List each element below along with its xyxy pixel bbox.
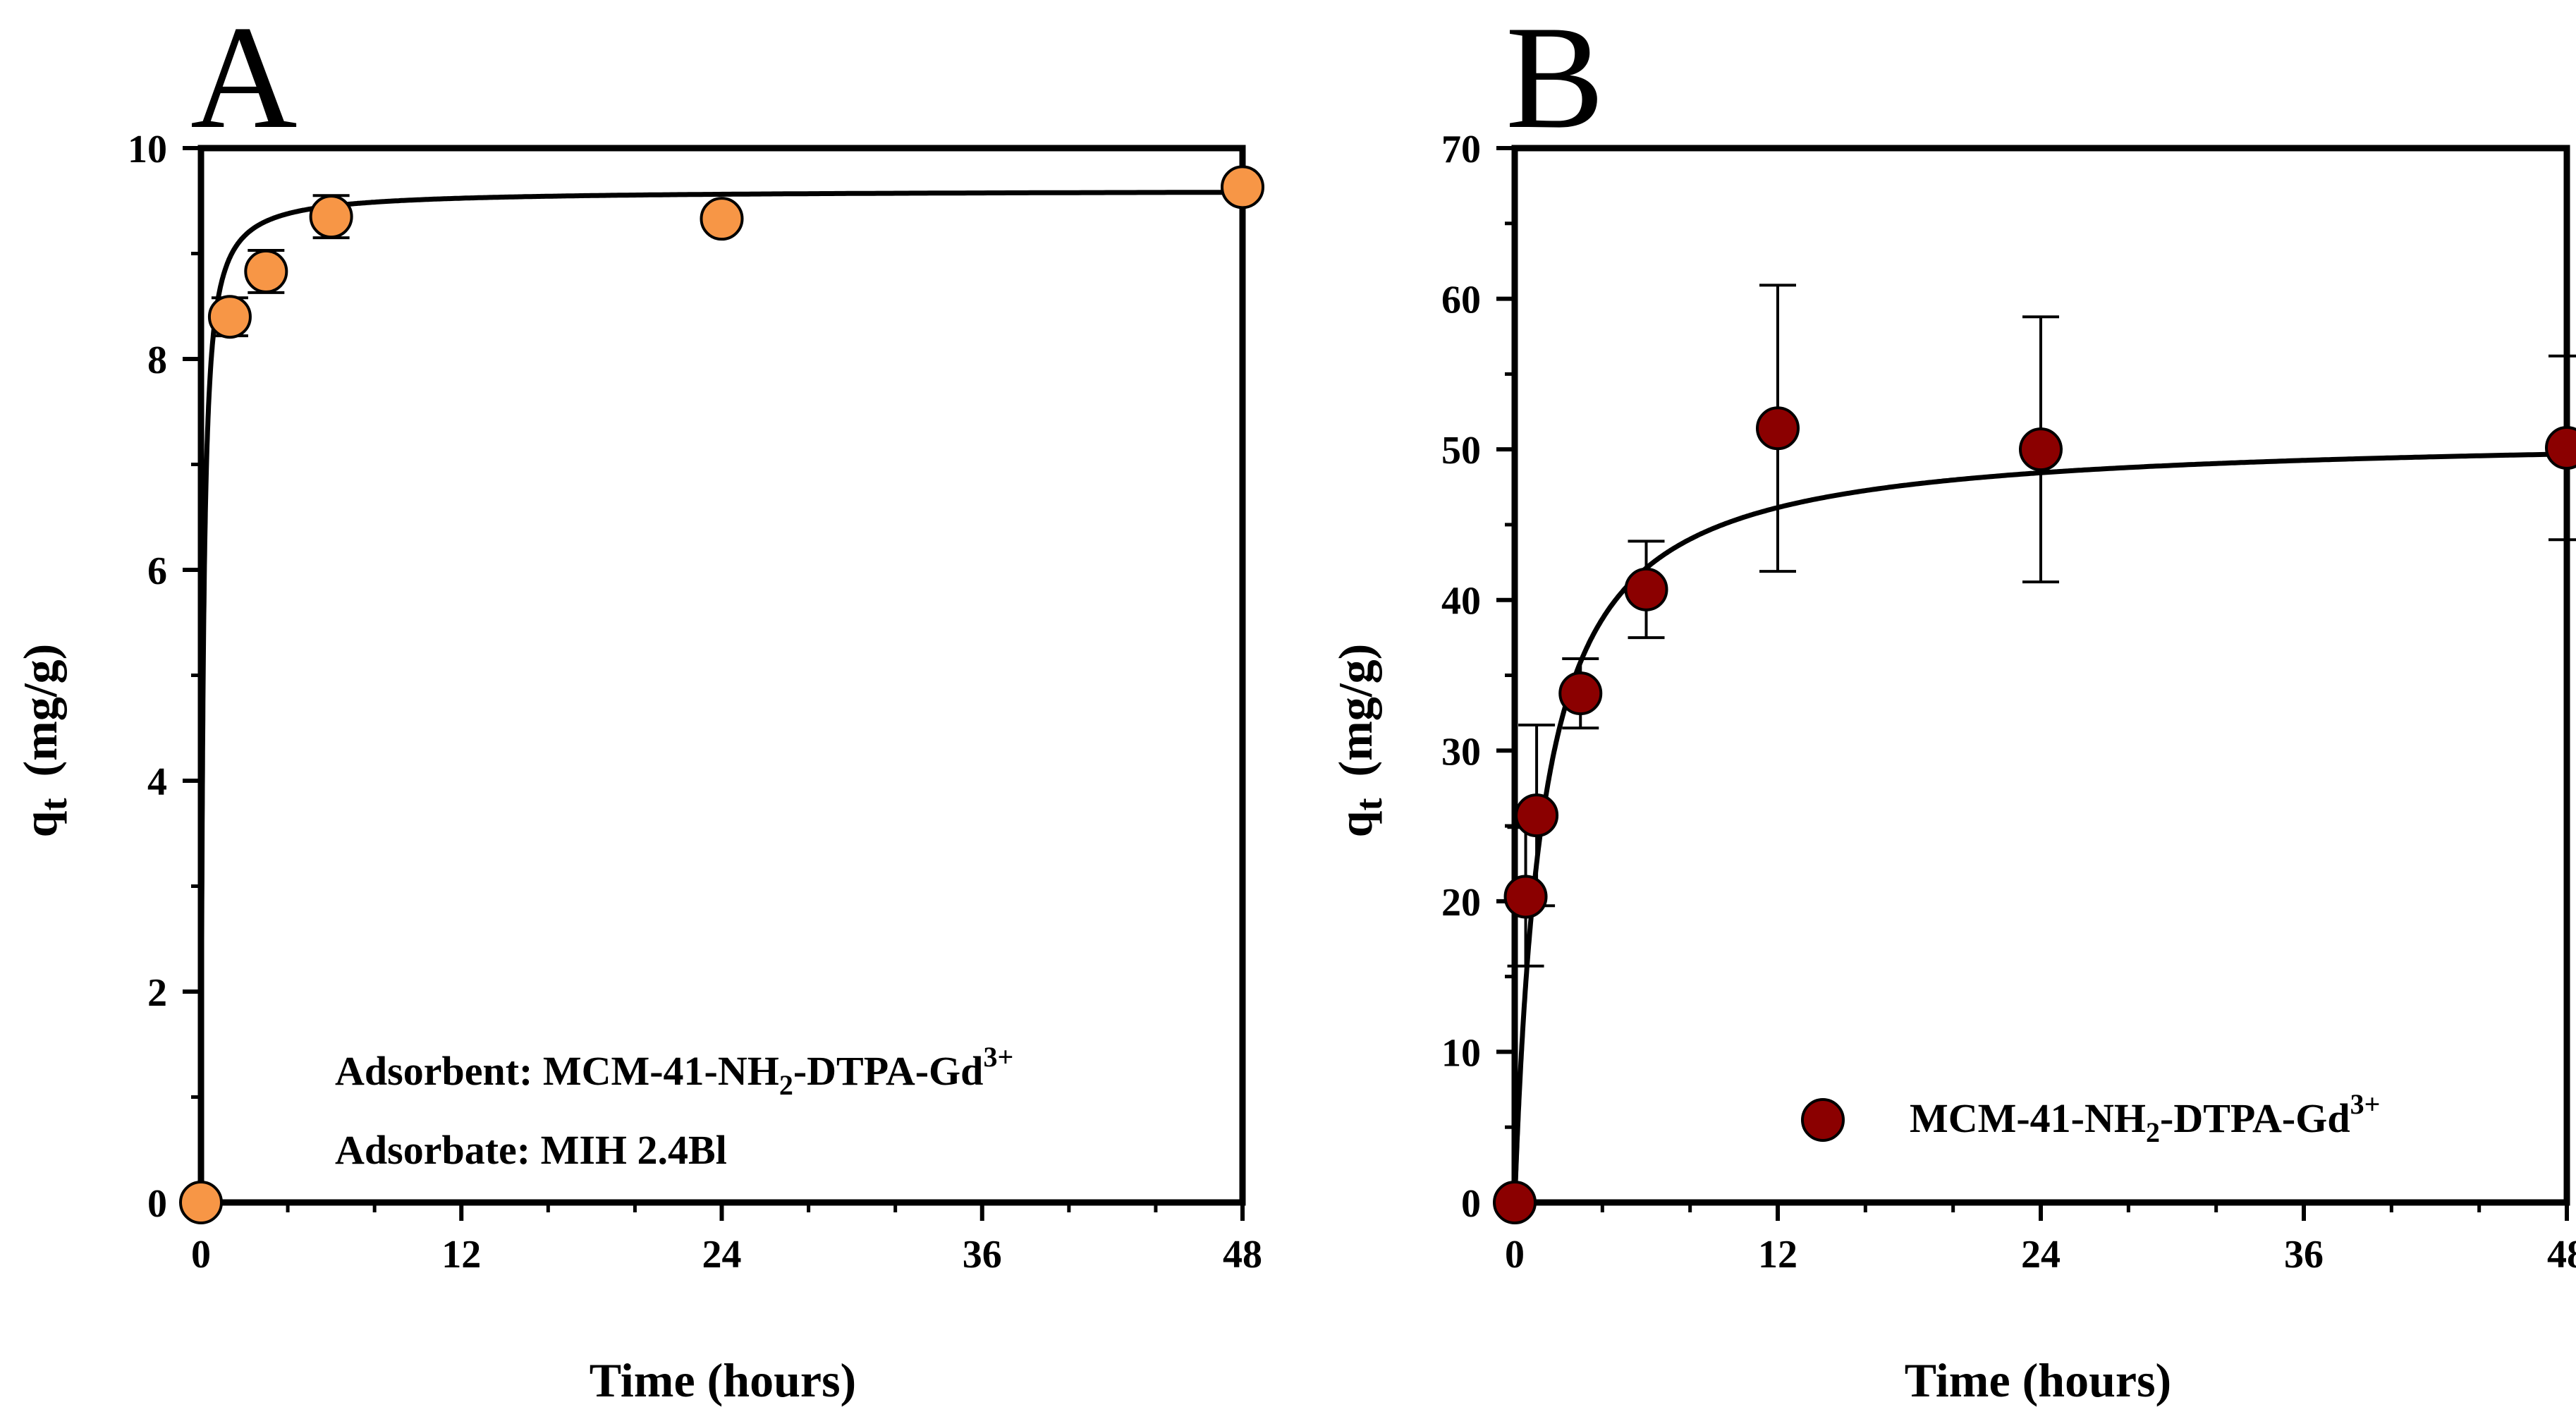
panel-b-data-point <box>2019 427 2063 472</box>
panel-b-y-tick-label: 40 <box>1441 580 1481 623</box>
panel-a-y-tick-label: 8 <box>147 339 167 382</box>
panel-b-legend-label: MCM-41-NH2-DTPA-Gd3+ <box>1910 1088 2380 1148</box>
panel-b-data-points <box>1493 406 2576 1224</box>
panel-a-ylabel-sub: t <box>32 798 75 810</box>
panel-b-y-tick-label: 50 <box>1441 429 1481 473</box>
panel-b-data-point <box>1756 406 1800 451</box>
panel-b-x-axis-title: Time (hours) <box>1905 1353 2171 1407</box>
panel-a-data-point <box>179 1181 223 1224</box>
panel-a-y-tick-label: 4 <box>147 760 167 804</box>
panel-b-y-tick-label: 20 <box>1441 881 1481 925</box>
panel-b-x-tick-label: 36 <box>2284 1233 2324 1277</box>
panel-b-letter: B <box>1506 0 1604 159</box>
panel-b-ylabel-unit: (mg/g) <box>1329 644 1382 777</box>
panel-b-x-tick-label: 24 <box>2021 1233 2061 1277</box>
panel-a-y-tick-label: 6 <box>147 549 167 593</box>
panel-b-y-tick-label: 30 <box>1441 730 1481 774</box>
panel-a-x-tick-label: 48 <box>1223 1233 1262 1277</box>
panel-a-data-point <box>1221 165 1264 209</box>
panel-a-data-point <box>309 195 353 239</box>
panel-a-ylabel-unit: (mg/g) <box>13 644 67 777</box>
panel-a-ylabel-main: q <box>13 810 67 837</box>
panel-a-data-point <box>244 249 288 293</box>
panel-b: B 012243648010203040506070 Time (hours) … <box>1329 0 2576 1407</box>
panel-a-fit-curve <box>198 190 1243 1202</box>
panel-a-data-point <box>700 197 744 241</box>
panel-b-y-tick-label: 60 <box>1441 279 1481 322</box>
panel-a-x-tick-label: 0 <box>191 1233 211 1277</box>
panel-a-x-tick-label: 36 <box>963 1233 1002 1277</box>
panel-b-x-tick-label: 0 <box>1505 1233 1525 1277</box>
panel-b-x-tick-label: 48 <box>2547 1233 2576 1277</box>
panel-b-data-point <box>1503 875 1548 919</box>
panel-a-data-point <box>207 295 252 339</box>
panel-b-error-bars <box>1507 284 2576 968</box>
panel-b-plot-frame <box>1511 145 2570 1206</box>
panel-b-data-point <box>1558 671 1603 716</box>
panel-b-y-axis-title: qt (mg/g) <box>1329 644 1390 838</box>
panel-b-data-point <box>1624 567 1668 611</box>
panel-a-data-points <box>179 165 1264 1224</box>
panel-a-y-axis-title: qt (mg/g) <box>13 644 75 838</box>
panel-b-y-tick-label: 0 <box>1461 1182 1481 1226</box>
panel-a-y-tick-label: 2 <box>147 971 167 1015</box>
panel-a-annotation-adsorbate: Adsorbate: MIH 2.4Bl <box>335 1127 727 1173</box>
panel-b-x-tick-label: 12 <box>1758 1233 1797 1277</box>
panel-b-data-point <box>1493 1181 1537 1224</box>
panel-b-ylabel-sub: t <box>1348 798 1390 810</box>
panel-b-ylabel-main: q <box>1329 810 1382 837</box>
panel-b-legend-marker <box>1801 1098 1845 1142</box>
panel-b-data-point <box>2545 426 2576 470</box>
panel-a-annotation-adsorbent: Adsorbent: MCM-41-NH2-DTPA-Gd3+ <box>335 1041 1013 1101</box>
panel-a-x-tick-label: 24 <box>702 1233 742 1277</box>
panel-b-data-point <box>1515 793 1559 838</box>
panel-a-y-tick-label: 0 <box>147 1182 167 1226</box>
panel-b-y-tick-label: 10 <box>1441 1031 1481 1075</box>
svg-text:qt(mg/g): qt (mg/g) <box>13 644 75 838</box>
panel-b-y-tick-label: 70 <box>1441 128 1481 171</box>
panel-a-letter: A <box>190 0 298 159</box>
panel-a-x-axis-title: Time (hours) <box>590 1353 856 1407</box>
panel-a-x-tick-label: 12 <box>441 1233 481 1277</box>
panel-a-plot-frame <box>197 145 1246 1206</box>
panel-a-y-tick-label: 10 <box>128 128 167 171</box>
panel-b-tick-labels: 0 12 24 36 48 0 10 20 30 40 50 60 70 <box>1441 128 2576 1277</box>
svg-text:qt(mg/g): qt (mg/g) <box>1329 644 1390 838</box>
panel-b-axis-ticks <box>1496 146 2569 1221</box>
